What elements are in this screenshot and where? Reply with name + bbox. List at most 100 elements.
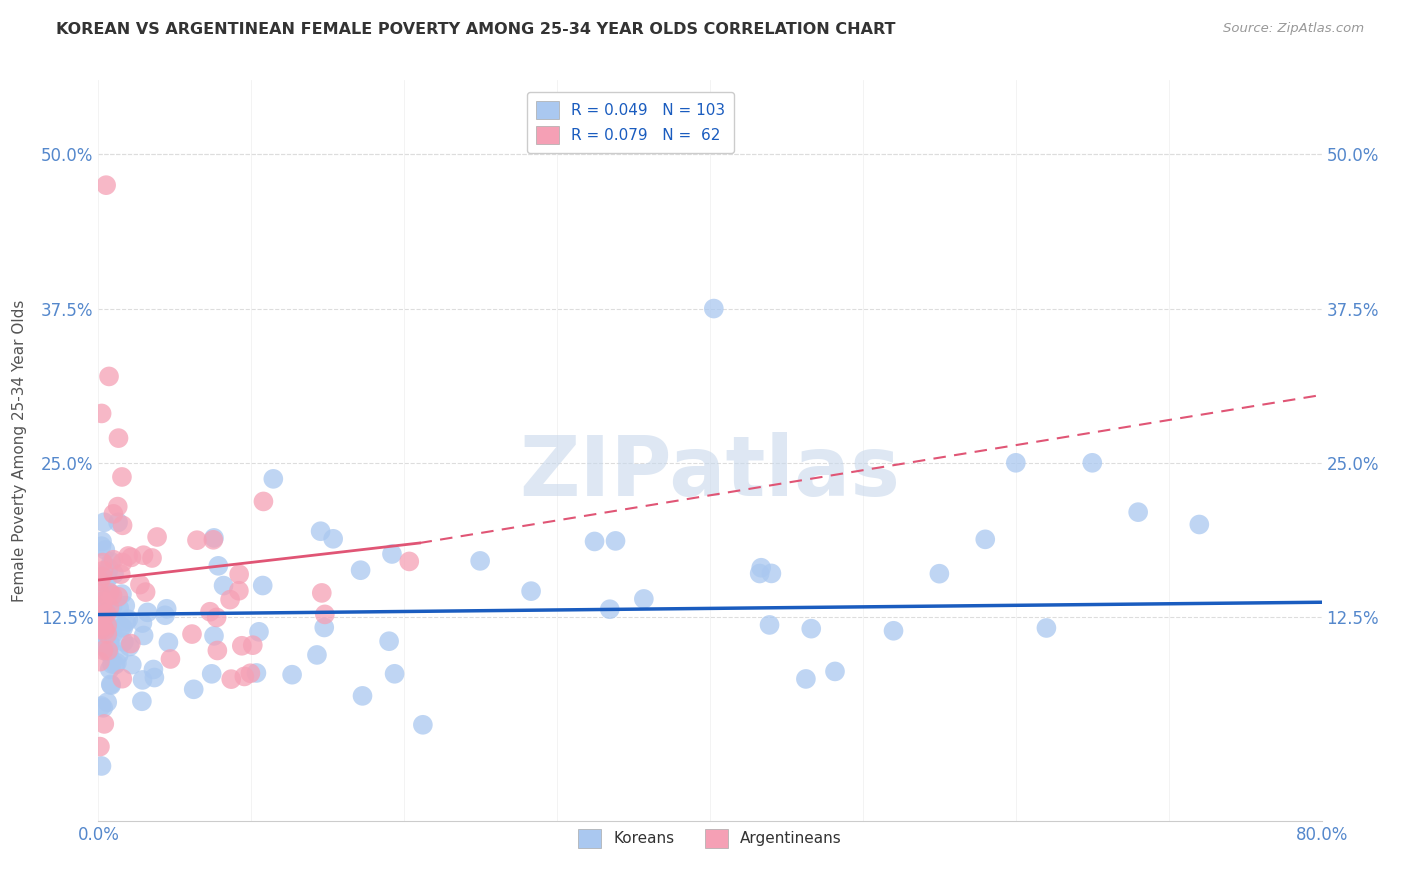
Point — [228, 583, 250, 598]
Point — [314, 620, 336, 634]
Point — [90, 759, 112, 773]
Point — [239, 666, 262, 681]
Point — [101, 599, 124, 614]
Point — [114, 599, 136, 613]
Point — [91, 599, 114, 613]
Point — [103, 507, 125, 521]
Point — [91, 569, 114, 583]
Text: Source: ZipAtlas.com: Source: ZipAtlas.com — [1223, 22, 1364, 36]
Point — [111, 556, 134, 570]
Point — [100, 555, 122, 569]
Point — [93, 638, 115, 652]
Point — [97, 561, 120, 575]
Point — [794, 672, 817, 686]
Point — [132, 628, 155, 642]
Point — [120, 637, 142, 651]
Point — [89, 655, 111, 669]
Point — [202, 629, 225, 643]
Point — [90, 591, 112, 606]
Point — [245, 665, 267, 680]
Point — [207, 643, 229, 657]
Point — [381, 547, 404, 561]
Point — [103, 566, 125, 581]
Point — [91, 701, 114, 715]
Point — [117, 612, 139, 626]
Point — [198, 605, 221, 619]
Point — [252, 494, 274, 508]
Point — [181, 627, 204, 641]
Point — [90, 635, 112, 649]
Point — [111, 587, 134, 601]
Point — [314, 607, 336, 622]
Point — [107, 516, 129, 530]
Point — [974, 533, 997, 547]
Point — [96, 598, 118, 612]
Point — [202, 531, 225, 545]
Point — [135, 585, 157, 599]
Point — [100, 678, 122, 692]
Point — [281, 667, 304, 681]
Point — [97, 595, 120, 609]
Point — [101, 607, 124, 622]
Point — [107, 590, 129, 604]
Point — [96, 586, 118, 600]
Point — [89, 739, 111, 754]
Point — [110, 567, 132, 582]
Point — [96, 618, 118, 632]
Point — [97, 619, 120, 633]
Point — [98, 646, 121, 660]
Point — [93, 717, 115, 731]
Point — [97, 643, 120, 657]
Point — [758, 618, 780, 632]
Point — [703, 301, 725, 316]
Point — [252, 578, 274, 592]
Point — [1081, 456, 1104, 470]
Point — [107, 648, 129, 662]
Point — [97, 564, 120, 578]
Point — [91, 619, 114, 633]
Point — [89, 623, 111, 637]
Point — [115, 615, 138, 629]
Point — [98, 369, 121, 384]
Text: ZIPatlas: ZIPatlas — [520, 432, 900, 513]
Point — [233, 669, 256, 683]
Point — [398, 554, 420, 568]
Point — [91, 564, 114, 578]
Point — [311, 586, 333, 600]
Point — [305, 648, 328, 662]
Point — [118, 640, 141, 654]
Point — [100, 677, 122, 691]
Point — [212, 578, 235, 592]
Point — [121, 657, 143, 672]
Point — [883, 624, 905, 638]
Point — [1035, 621, 1057, 635]
Point — [98, 586, 121, 600]
Point — [207, 558, 229, 573]
Point — [231, 639, 253, 653]
Point — [468, 554, 491, 568]
Point — [159, 652, 181, 666]
Point — [131, 615, 153, 630]
Point — [108, 601, 131, 615]
Point — [90, 539, 112, 553]
Point — [96, 695, 118, 709]
Point — [262, 472, 284, 486]
Point — [748, 566, 770, 581]
Point — [824, 665, 846, 679]
Point — [146, 530, 169, 544]
Point — [94, 542, 117, 557]
Point — [112, 621, 135, 635]
Point — [242, 638, 264, 652]
Point — [90, 407, 112, 421]
Point — [761, 566, 783, 581]
Point — [201, 666, 224, 681]
Point — [219, 672, 242, 686]
Point — [93, 643, 115, 657]
Point — [928, 566, 950, 581]
Point — [219, 592, 242, 607]
Point — [98, 662, 121, 676]
Point — [605, 533, 627, 548]
Point — [94, 178, 117, 193]
Point — [412, 718, 434, 732]
Point — [90, 698, 112, 713]
